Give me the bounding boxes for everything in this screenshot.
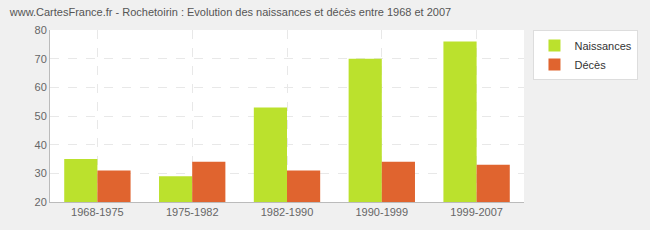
svg-text:60: 60 bbox=[35, 81, 47, 93]
svg-text:1968-1975: 1968-1975 bbox=[71, 206, 124, 218]
svg-text:30: 30 bbox=[35, 167, 47, 179]
svg-text:1999-2007: 1999-2007 bbox=[450, 206, 503, 218]
svg-text:50: 50 bbox=[35, 110, 47, 122]
svg-text:1990-1999: 1990-1999 bbox=[355, 206, 408, 218]
svg-text:20: 20 bbox=[35, 196, 47, 208]
svg-text:80: 80 bbox=[35, 24, 47, 36]
svg-text:40: 40 bbox=[35, 139, 47, 151]
svg-text:Naissances: Naissances bbox=[574, 40, 631, 52]
svg-text:1982-1990: 1982-1990 bbox=[261, 206, 314, 218]
svg-text:1975-1982: 1975-1982 bbox=[166, 206, 219, 218]
svg-text:Décès: Décès bbox=[574, 59, 606, 71]
svg-text:70: 70 bbox=[35, 53, 47, 65]
svg-text:www.CartesFrance.fr - Rochetoi: www.CartesFrance.fr - Rochetoirin : Evol… bbox=[9, 6, 451, 18]
